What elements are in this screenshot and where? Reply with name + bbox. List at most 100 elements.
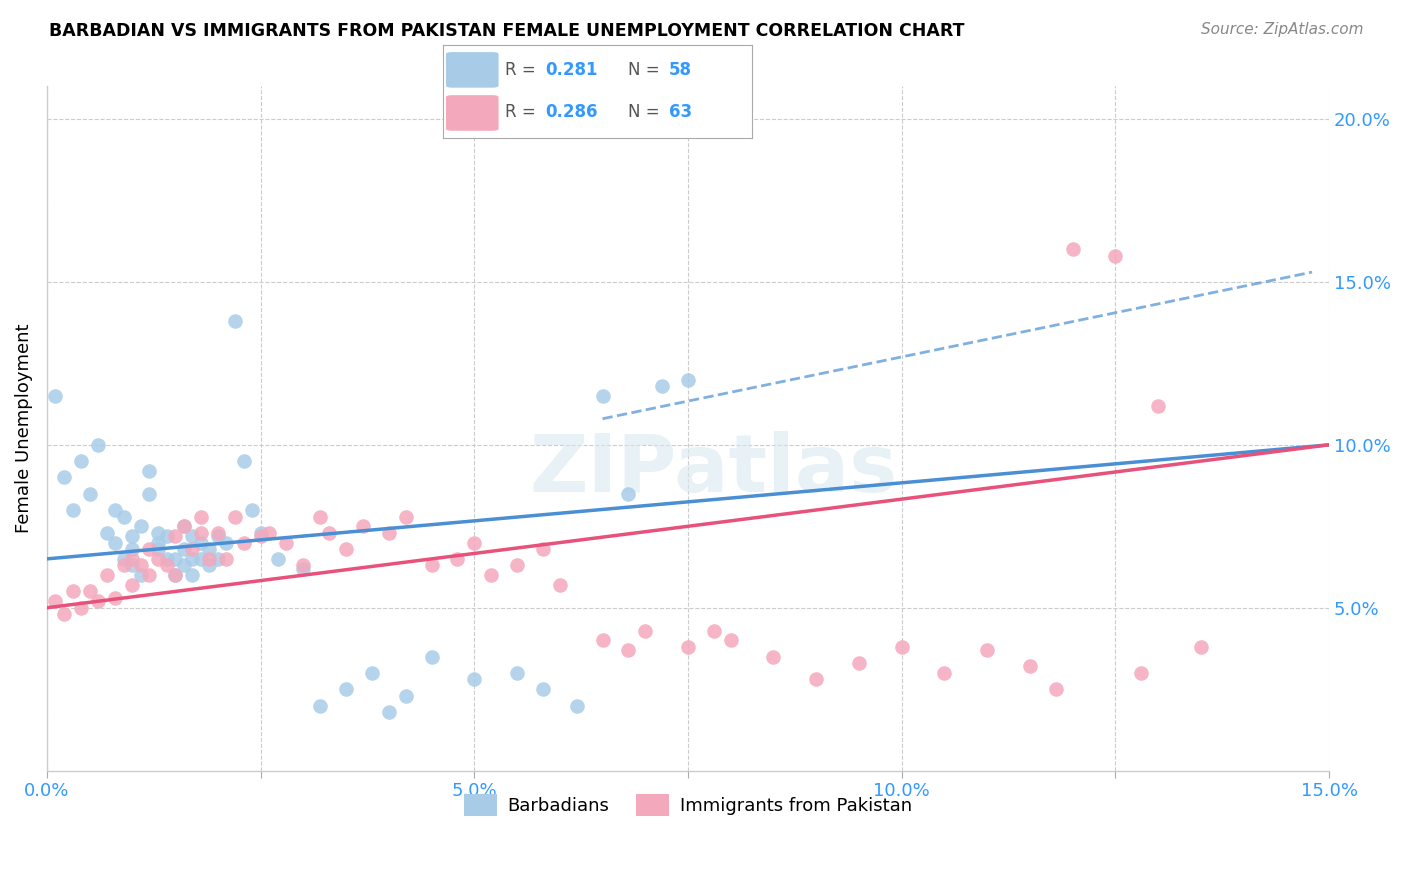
Point xyxy=(165,529,187,543)
Point xyxy=(762,649,785,664)
Point xyxy=(181,552,204,566)
Point xyxy=(676,640,699,654)
Point xyxy=(1189,640,1212,654)
Point xyxy=(104,591,127,605)
FancyBboxPatch shape xyxy=(446,95,499,131)
Point xyxy=(806,673,828,687)
Point xyxy=(267,552,290,566)
Point xyxy=(173,558,195,573)
Text: 58: 58 xyxy=(669,61,692,78)
Point xyxy=(207,552,229,566)
Point xyxy=(531,682,554,697)
Point xyxy=(309,698,332,713)
Point xyxy=(463,673,485,687)
Text: N =: N = xyxy=(628,61,659,78)
Point xyxy=(44,594,66,608)
Text: 63: 63 xyxy=(669,103,692,121)
Point xyxy=(104,535,127,549)
Point xyxy=(62,584,84,599)
Point xyxy=(121,529,143,543)
Point xyxy=(62,503,84,517)
Point xyxy=(155,529,177,543)
Point xyxy=(531,542,554,557)
Point xyxy=(592,389,614,403)
Point xyxy=(934,665,956,680)
Point xyxy=(79,584,101,599)
Text: N =: N = xyxy=(628,103,659,121)
Text: 0.281: 0.281 xyxy=(546,61,598,78)
Point xyxy=(190,509,212,524)
Point xyxy=(420,649,443,664)
Point xyxy=(146,525,169,540)
Point xyxy=(198,552,221,566)
Point xyxy=(420,558,443,573)
Point xyxy=(720,633,742,648)
FancyBboxPatch shape xyxy=(446,52,499,87)
Point xyxy=(138,542,160,557)
Point xyxy=(104,503,127,517)
Point xyxy=(181,529,204,543)
Point xyxy=(548,578,571,592)
Text: ZIPatlas: ZIPatlas xyxy=(530,431,898,508)
Point xyxy=(53,607,76,622)
Point xyxy=(506,665,529,680)
Point xyxy=(848,656,870,670)
Point xyxy=(617,486,640,500)
Point xyxy=(506,558,529,573)
Point xyxy=(44,389,66,403)
Point xyxy=(249,529,271,543)
Point xyxy=(190,535,212,549)
Point xyxy=(96,525,118,540)
Point xyxy=(207,529,229,543)
Point xyxy=(1045,682,1067,697)
Point xyxy=(481,568,503,582)
Point xyxy=(224,314,246,328)
Point xyxy=(249,525,271,540)
Point xyxy=(112,558,135,573)
Point xyxy=(352,519,374,533)
Point xyxy=(181,568,204,582)
Point xyxy=(395,689,418,703)
Point xyxy=(146,535,169,549)
Point xyxy=(198,558,221,573)
Point xyxy=(173,519,195,533)
Point xyxy=(318,525,340,540)
Point xyxy=(138,464,160,478)
Point xyxy=(360,665,382,680)
Text: BARBADIAN VS IMMIGRANTS FROM PAKISTAN FEMALE UNEMPLOYMENT CORRELATION CHART: BARBADIAN VS IMMIGRANTS FROM PAKISTAN FE… xyxy=(49,22,965,40)
Point xyxy=(703,624,725,638)
Point xyxy=(1062,242,1084,256)
Point xyxy=(146,542,169,557)
Point xyxy=(190,525,212,540)
Point xyxy=(70,600,93,615)
Point xyxy=(129,568,152,582)
Point xyxy=(121,578,143,592)
Point xyxy=(138,568,160,582)
Point xyxy=(676,373,699,387)
Point xyxy=(215,535,238,549)
Point xyxy=(232,535,254,549)
Point xyxy=(651,379,673,393)
Point xyxy=(70,454,93,468)
Point xyxy=(1104,249,1126,263)
Point xyxy=(634,624,657,638)
Point xyxy=(173,542,195,557)
Point xyxy=(617,643,640,657)
Point xyxy=(378,705,401,719)
Text: 0.286: 0.286 xyxy=(546,103,598,121)
Point xyxy=(173,519,195,533)
Point xyxy=(1130,665,1153,680)
Point xyxy=(276,535,298,549)
Point xyxy=(121,542,143,557)
Point xyxy=(112,509,135,524)
Point xyxy=(240,503,263,517)
Point xyxy=(378,525,401,540)
Point xyxy=(165,568,187,582)
Legend: Barbadians, Immigrants from Pakistan: Barbadians, Immigrants from Pakistan xyxy=(457,787,920,823)
Point xyxy=(232,454,254,468)
Point xyxy=(207,525,229,540)
Point xyxy=(165,552,187,566)
Point xyxy=(129,558,152,573)
Point xyxy=(87,438,110,452)
Point xyxy=(155,552,177,566)
